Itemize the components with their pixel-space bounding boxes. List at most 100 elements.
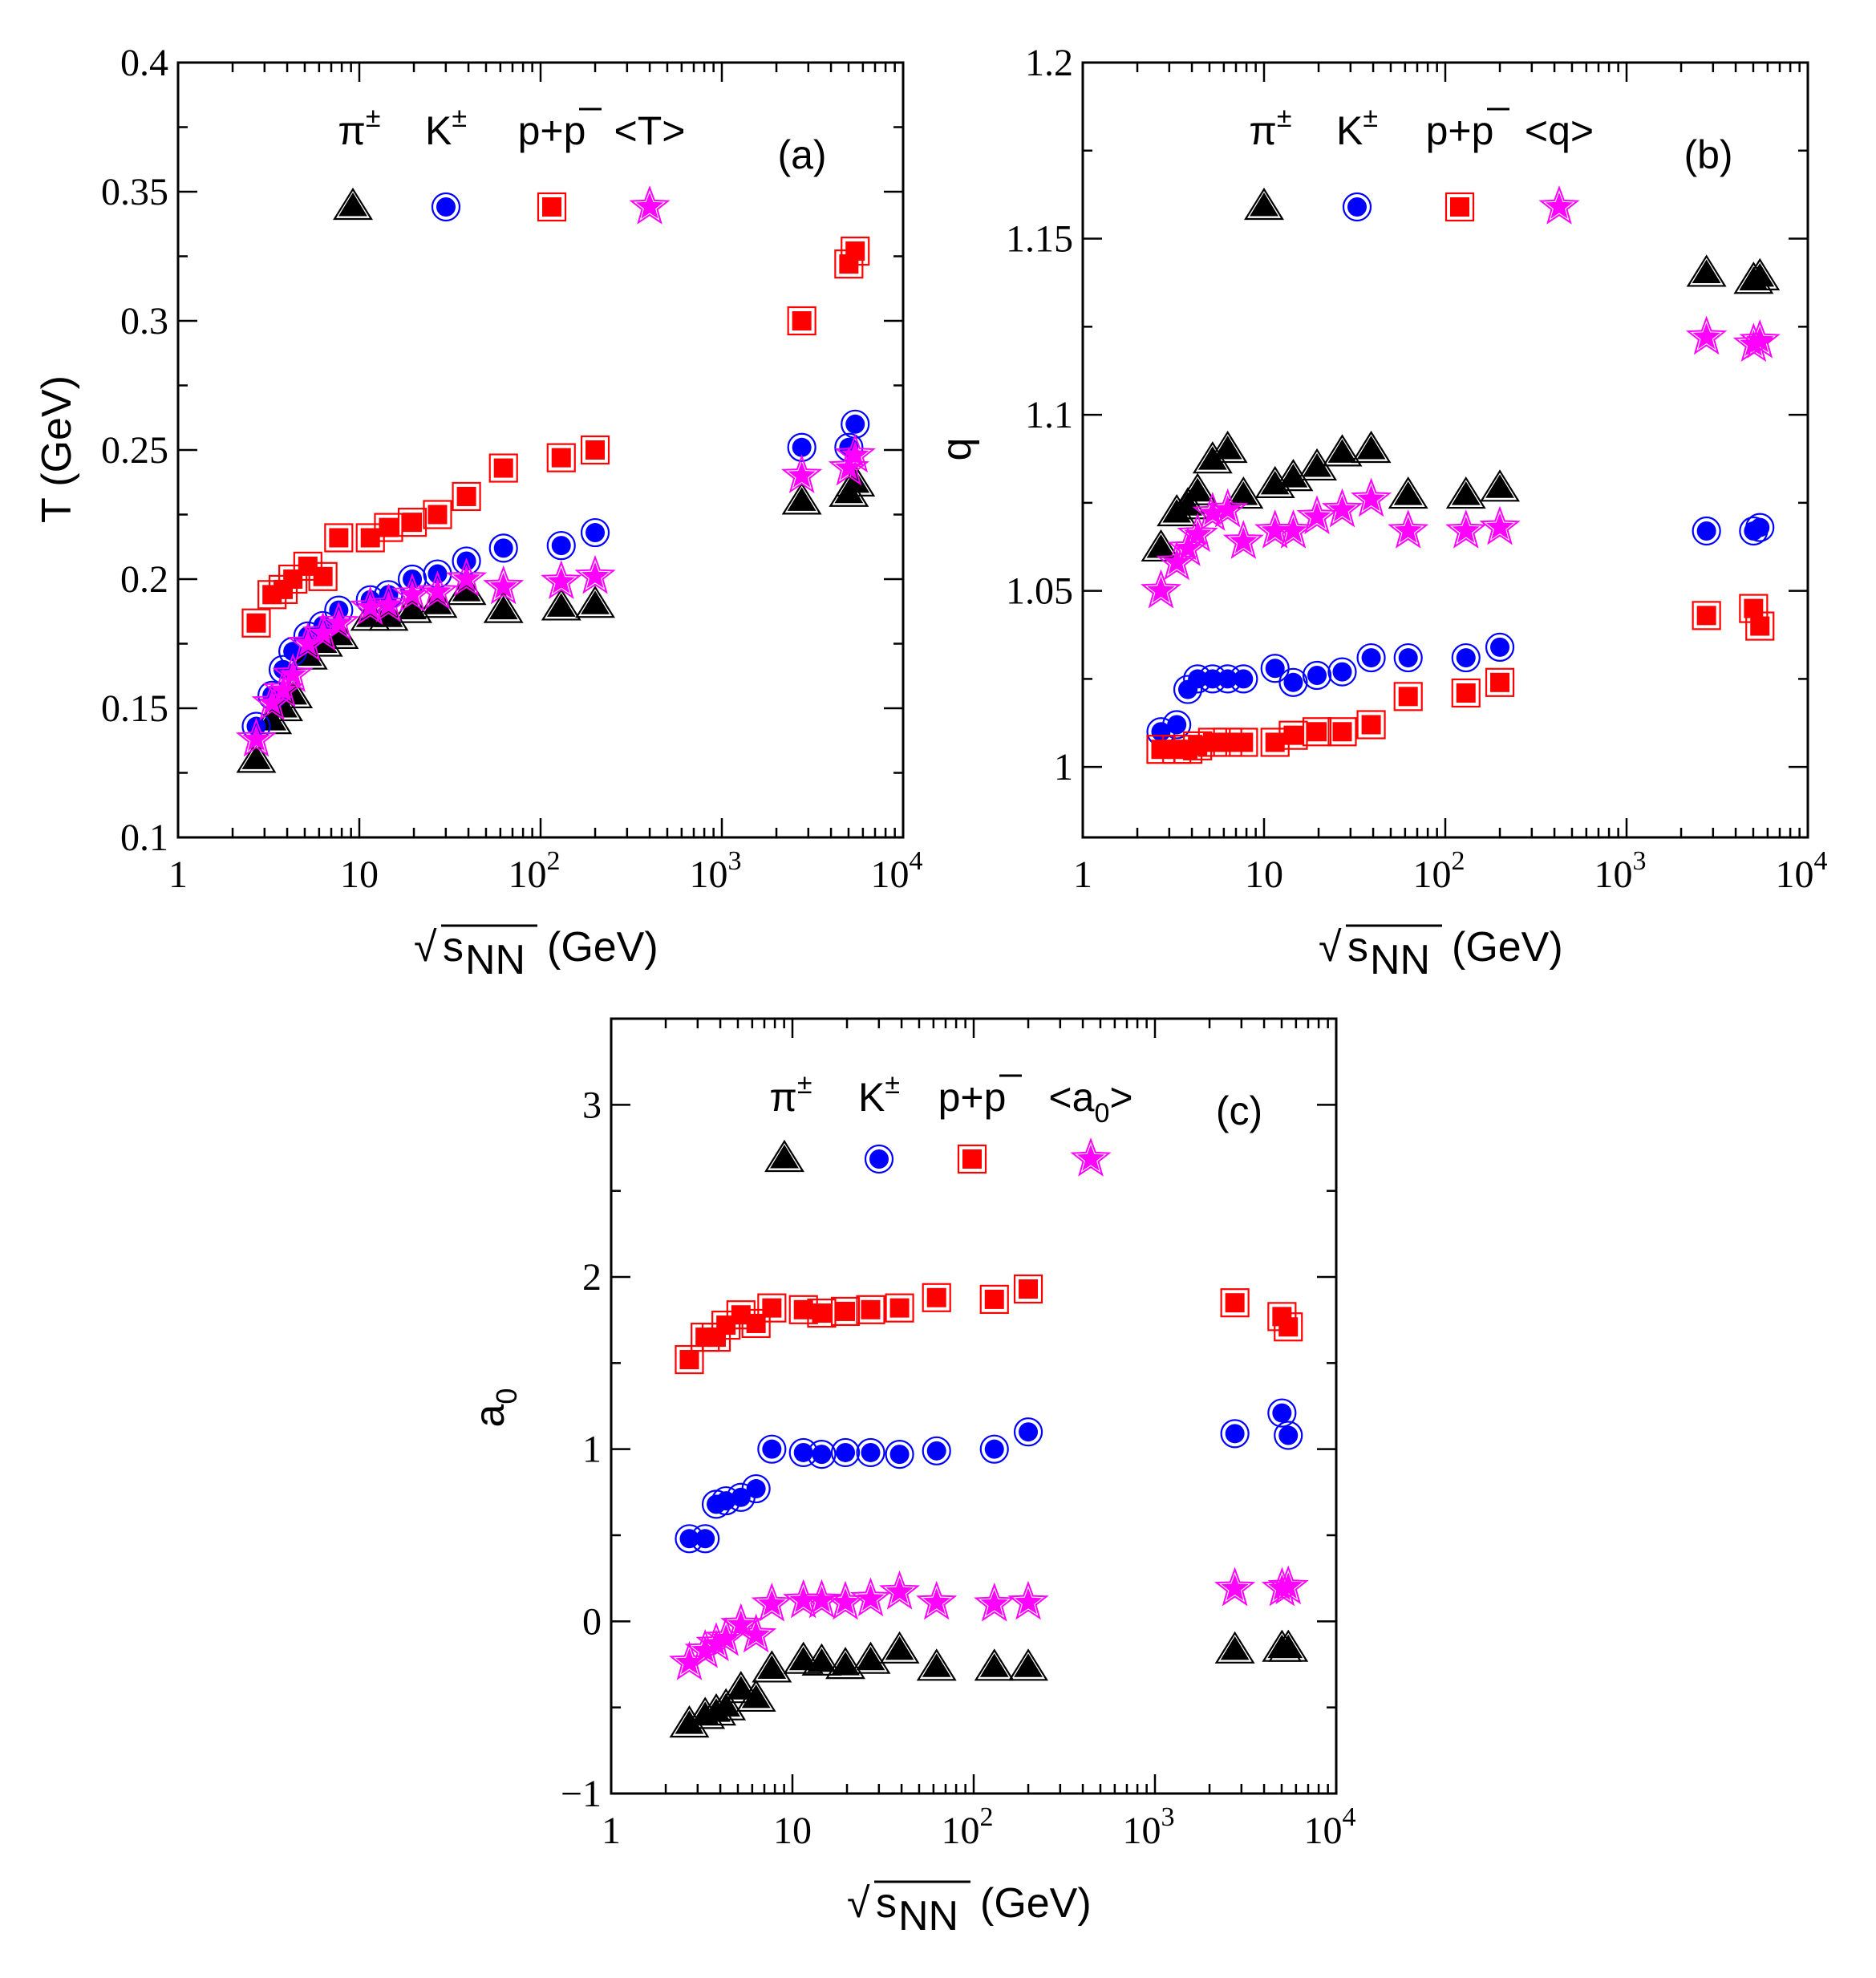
x-tick-label: 102 <box>942 1802 994 1852</box>
legend-marker-circle <box>431 192 461 222</box>
panel-label: (b) <box>1684 132 1732 177</box>
data-point <box>974 1583 1015 1622</box>
data-point <box>856 1295 885 1324</box>
data-point <box>675 1344 704 1375</box>
data-point <box>1296 495 1338 535</box>
data-point <box>1485 632 1515 662</box>
legend-marker-triangle <box>333 187 373 221</box>
data-point <box>1302 717 1332 747</box>
data-point <box>974 1648 1015 1681</box>
data-point <box>916 1580 958 1620</box>
data-point <box>1451 678 1481 708</box>
y-tick-label: 0.25 <box>101 429 168 472</box>
data-point <box>1220 1288 1250 1318</box>
legend-marker-square <box>537 192 567 222</box>
data-point <box>879 1570 921 1610</box>
x-axis-variable: s <box>443 924 464 971</box>
data-point <box>324 523 354 553</box>
legend-label: K± <box>858 1069 900 1120</box>
x-tick-label: 104 <box>871 846 923 896</box>
data-point <box>1686 315 1728 355</box>
data-point <box>355 523 385 553</box>
data-point <box>1739 319 1781 359</box>
data-point <box>781 454 823 493</box>
y-tick-labels: −1 0 1 2 3 <box>561 1084 602 1815</box>
y-tick-labels: 0.1 0.15 0.2 0.25 0.3 0.35 0.4 <box>101 42 168 859</box>
legend: π± K± p+p <a0> <box>764 1069 1133 1177</box>
data-point <box>1013 1274 1043 1304</box>
y-tick-label: 0.35 <box>101 171 168 213</box>
x-axis-variable: s <box>876 1880 897 1927</box>
y-tick-label: 1.1 <box>1025 394 1073 436</box>
data-point <box>830 1437 861 1468</box>
legend-label: π± <box>1249 103 1291 153</box>
data-point <box>1745 513 1775 542</box>
legend-label: <a0> <box>1048 1075 1132 1129</box>
data-point <box>1274 1421 1303 1450</box>
data-point <box>1451 642 1481 673</box>
x-tick-label: 104 <box>1776 846 1828 896</box>
x-axis-variable: s <box>1347 924 1368 971</box>
data-point <box>1177 472 1218 505</box>
y-tick-labels: 1 1.05 1.1 1.15 1.2 <box>1006 42 1073 788</box>
panel-label: (c) <box>1216 1088 1262 1133</box>
data-point <box>1274 1312 1303 1342</box>
data-point <box>236 740 277 773</box>
data-point <box>483 590 524 623</box>
axis-ticks <box>610 1019 1338 1795</box>
x-axis-subscript: NN <box>465 937 525 983</box>
data-point <box>272 653 314 692</box>
sqrt-symbol: √ <box>414 924 437 971</box>
panel-c: −1 0 1 2 3 1 10 102 103 104 π± K± p+p <a0> (c) a0 √… <box>467 1017 1356 1939</box>
data-point <box>1692 516 1721 546</box>
x-tick-label: 10 <box>1245 853 1283 896</box>
data-point <box>879 1631 920 1664</box>
data-point <box>1007 1580 1049 1620</box>
y-tick-label: 0.3 <box>120 300 168 343</box>
x-tick-label: 102 <box>1413 846 1465 896</box>
data-point <box>1278 720 1308 750</box>
data-point <box>1207 488 1249 528</box>
data-point <box>416 570 459 610</box>
y-tick-label: 0.2 <box>120 558 168 601</box>
data-point <box>1214 1631 1255 1664</box>
data-point <box>807 1440 837 1469</box>
x-tick-labels: 1 10 102 103 104 <box>1073 846 1828 896</box>
data-point <box>1327 717 1357 747</box>
x-axis-title: √ s NN (GeV) <box>847 1880 1092 1939</box>
legend-label: p+p <box>518 108 586 153</box>
data-layer <box>668 1274 1309 1738</box>
y-tick-label: 3 <box>582 1084 602 1126</box>
data-point <box>1485 667 1515 697</box>
data-point <box>580 435 610 465</box>
series-star <box>668 1565 1309 1680</box>
panel-label: (a) <box>777 132 826 177</box>
data-point <box>488 453 518 483</box>
x-tick-label: 104 <box>1304 1802 1356 1852</box>
y-axis-variable: a0 <box>467 1388 523 1428</box>
data-point <box>1740 257 1781 290</box>
data-point <box>1220 1419 1250 1449</box>
data-point <box>1388 476 1428 509</box>
data-point <box>885 1440 914 1469</box>
data-point <box>735 1679 776 1713</box>
legend-marker-star <box>629 185 671 225</box>
data-point <box>574 554 616 594</box>
sqrt-symbol: √ <box>847 1880 870 1927</box>
series-star <box>1140 315 1781 609</box>
legend: π± K± p+p <T> <box>333 103 685 225</box>
x-axis-subscript: NN <box>1370 937 1430 983</box>
data-point <box>850 1641 891 1674</box>
data-point <box>834 433 876 473</box>
data-point <box>1140 569 1182 609</box>
panel-a: 0.1 0.15 0.2 0.25 0.3 0.35 0.4 1 10 102 103 104 π±… <box>34 42 923 983</box>
data-point <box>1302 660 1332 691</box>
data-point <box>397 508 427 537</box>
legend: π± K± p+p <q> <box>1244 103 1594 225</box>
data-point <box>741 1473 771 1504</box>
data-point <box>885 1293 914 1323</box>
legend-label: K± <box>425 103 467 153</box>
y-tick-label: 1 <box>1054 746 1073 788</box>
legend-marker-triangle <box>764 1139 804 1173</box>
data-point <box>1351 430 1392 464</box>
